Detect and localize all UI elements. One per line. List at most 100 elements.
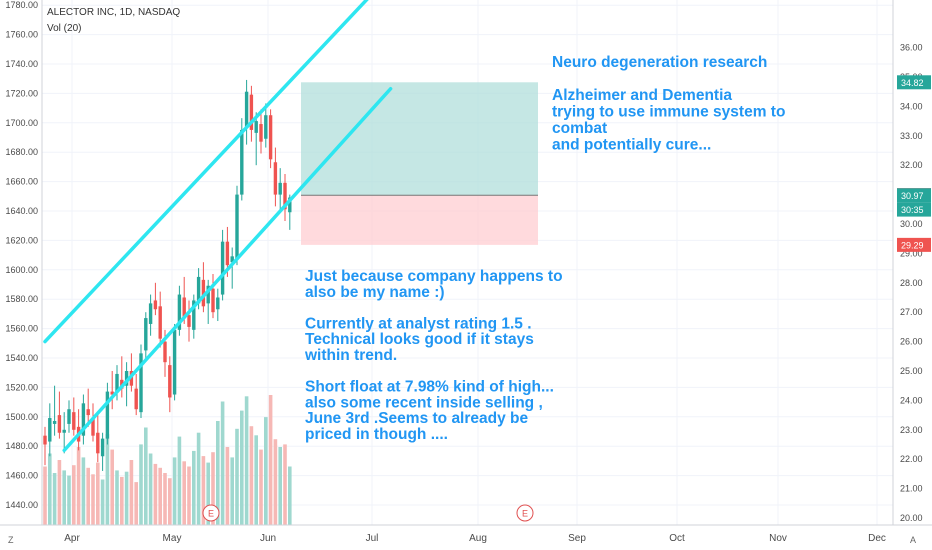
candle[interactable] bbox=[67, 400, 71, 433]
volume-bar bbox=[115, 470, 119, 525]
candle[interactable] bbox=[148, 294, 153, 336]
candle-body bbox=[196, 276, 201, 304]
left-tick-label: 1780.00 bbox=[5, 0, 38, 10]
left-tick-label: 1700.00 bbox=[5, 118, 38, 128]
candle[interactable] bbox=[244, 79, 249, 145]
candle[interactable] bbox=[264, 103, 268, 148]
volume-bar bbox=[100, 479, 105, 525]
candle[interactable] bbox=[144, 312, 148, 360]
candle-body bbox=[206, 285, 210, 304]
left-tick-label: 1440.00 bbox=[5, 500, 38, 510]
left-tick-label: 1500.00 bbox=[5, 412, 38, 422]
candle[interactable] bbox=[187, 300, 191, 342]
volume-bar bbox=[225, 447, 230, 525]
candle-body bbox=[168, 365, 172, 398]
candle[interactable] bbox=[172, 323, 177, 401]
volume-bar bbox=[52, 473, 57, 525]
candle[interactable] bbox=[278, 168, 282, 213]
candle[interactable] bbox=[52, 385, 57, 436]
candle[interactable] bbox=[201, 262, 206, 313]
candle-body bbox=[163, 341, 167, 363]
candle[interactable] bbox=[96, 415, 100, 463]
price-badge-bg bbox=[897, 237, 931, 252]
candle[interactable] bbox=[72, 397, 76, 436]
earnings-circle bbox=[202, 504, 220, 522]
volume-bar bbox=[278, 447, 282, 525]
candle-body bbox=[259, 124, 263, 142]
candle[interactable] bbox=[268, 109, 273, 169]
volume-bar bbox=[91, 474, 95, 525]
right-tick-label: 22.00 bbox=[900, 454, 923, 464]
volume-bar bbox=[249, 426, 254, 525]
candle[interactable] bbox=[105, 382, 110, 445]
candle[interactable] bbox=[273, 147, 278, 207]
x-tick-label: Nov bbox=[769, 533, 787, 544]
candle[interactable] bbox=[254, 112, 258, 166]
candle[interactable] bbox=[124, 362, 129, 407]
note2-line: Short float at 7.98% kind of high... bbox=[305, 379, 554, 396]
candle[interactable] bbox=[220, 229, 225, 301]
candle[interactable] bbox=[57, 391, 62, 439]
trend-channel bbox=[43, 0, 393, 453]
candle[interactable] bbox=[249, 85, 254, 142]
candle[interactable] bbox=[259, 109, 263, 154]
scale-right-button[interactable]: A bbox=[910, 535, 916, 545]
right-tick-label: 30.00 bbox=[900, 219, 923, 229]
volume-bars bbox=[43, 395, 292, 525]
note2-line: Just because company happens to bbox=[305, 268, 563, 285]
earnings-marker[interactable]: E bbox=[516, 504, 534, 522]
volume-bar bbox=[283, 444, 287, 525]
candle[interactable] bbox=[43, 426, 47, 466]
candle[interactable] bbox=[235, 185, 239, 266]
candle[interactable] bbox=[81, 394, 86, 445]
volume-bar bbox=[240, 410, 244, 525]
candle[interactable] bbox=[62, 412, 66, 454]
candle-body bbox=[230, 256, 234, 263]
stop-loss-zone[interactable] bbox=[301, 195, 538, 245]
candle-body bbox=[225, 241, 230, 266]
price-badge-label: 29.29 bbox=[901, 240, 924, 250]
candle[interactable] bbox=[192, 294, 196, 339]
channel-upper-line[interactable] bbox=[43, 0, 371, 344]
candle[interactable] bbox=[110, 371, 114, 410]
candle-body bbox=[105, 391, 110, 439]
candle[interactable] bbox=[177, 285, 182, 336]
candle-body bbox=[148, 303, 153, 324]
candle[interactable] bbox=[48, 403, 52, 457]
earnings-marker[interactable]: E bbox=[202, 504, 220, 522]
x-tick-label: Apr bbox=[64, 533, 80, 544]
candle[interactable] bbox=[168, 356, 172, 413]
candle[interactable] bbox=[100, 432, 105, 471]
candle[interactable] bbox=[134, 373, 138, 416]
candle[interactable] bbox=[115, 365, 119, 401]
symbol-title: ALECTOR INC, 1D, NASDAQ bbox=[47, 7, 180, 18]
right-tick-label: 28.00 bbox=[900, 278, 923, 288]
candle[interactable] bbox=[153, 282, 158, 316]
candle[interactable] bbox=[139, 344, 143, 419]
candle[interactable] bbox=[86, 388, 90, 427]
candle[interactable] bbox=[91, 403, 95, 442]
candle-body bbox=[244, 91, 249, 127]
volume-bar bbox=[72, 465, 76, 525]
candle[interactable] bbox=[216, 288, 220, 322]
candle-body bbox=[144, 318, 148, 351]
price-badge-bg bbox=[897, 202, 931, 217]
profit-zone[interactable] bbox=[301, 82, 538, 196]
volume-bar bbox=[124, 471, 129, 525]
volume-bar bbox=[120, 476, 124, 525]
scale-left-button[interactable]: Z bbox=[8, 535, 14, 545]
candle[interactable] bbox=[206, 279, 210, 324]
candle[interactable] bbox=[158, 291, 162, 348]
volume-bar bbox=[230, 457, 234, 525]
volume-bar bbox=[76, 447, 81, 525]
volume-bar bbox=[235, 428, 239, 525]
candle[interactable] bbox=[230, 247, 234, 289]
candle[interactable] bbox=[211, 273, 215, 319]
volume-bar bbox=[148, 453, 153, 525]
channel-lower-line[interactable] bbox=[62, 87, 393, 453]
candle[interactable] bbox=[283, 174, 287, 222]
candle-body bbox=[72, 412, 76, 430]
